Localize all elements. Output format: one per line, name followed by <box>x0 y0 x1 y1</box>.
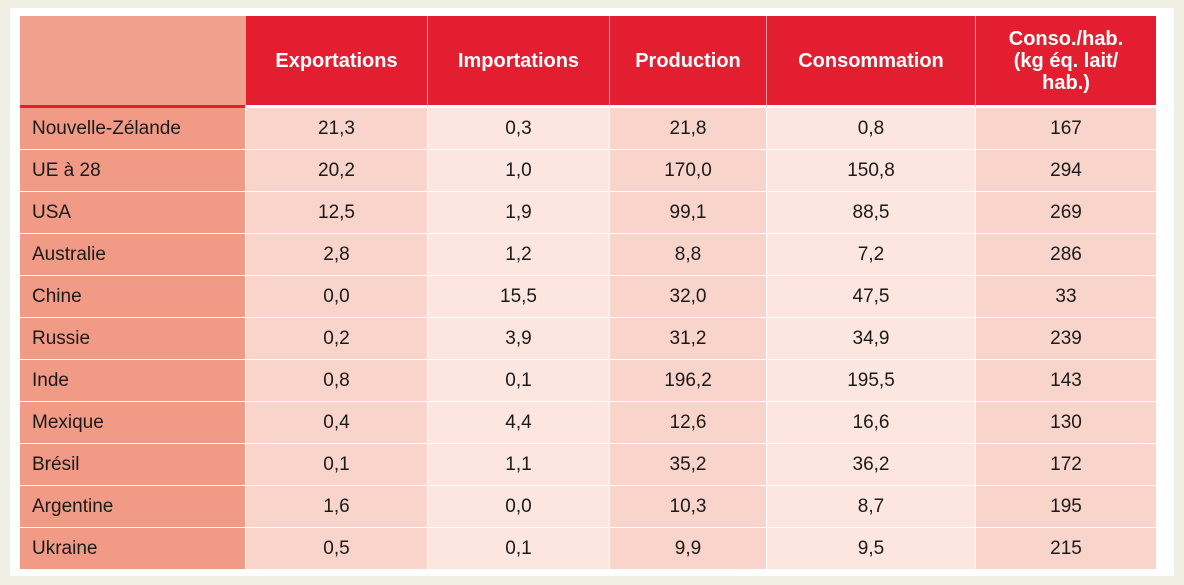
value-cell: 47,5 <box>766 276 975 318</box>
header-consommation: Consommation <box>766 16 975 108</box>
value-cell: 170,0 <box>609 150 766 192</box>
country-cell: Ukraine <box>20 528 245 570</box>
table-row: UE à 28 20,2 1,0 170,0 150,8 294 <box>20 150 1156 192</box>
value-cell: 167 <box>975 108 1156 150</box>
table-row: Argentine 1,6 0,0 10,3 8,7 195 <box>20 486 1156 528</box>
value-cell: 21,8 <box>609 108 766 150</box>
country-cell: USA <box>20 192 245 234</box>
value-cell: 12,6 <box>609 402 766 444</box>
header-production: Production <box>609 16 766 108</box>
value-cell: 15,5 <box>427 276 609 318</box>
value-cell: 9,9 <box>609 528 766 570</box>
table-row: Brésil 0,1 1,1 35,2 36,2 172 <box>20 444 1156 486</box>
value-cell: 0,4 <box>245 402 427 444</box>
value-cell: 0,2 <box>245 318 427 360</box>
value-cell: 0,1 <box>427 360 609 402</box>
value-cell: 286 <box>975 234 1156 276</box>
value-cell: 1,1 <box>427 444 609 486</box>
table-row: Nouvelle-Zélande 21,3 0,3 21,8 0,8 167 <box>20 108 1156 150</box>
value-cell: 130 <box>975 402 1156 444</box>
header-conso-hab-line-1: Conso./hab. <box>1008 27 1124 50</box>
value-cell: 20,2 <box>245 150 427 192</box>
value-cell: 33 <box>975 276 1156 318</box>
value-cell: 150,8 <box>766 150 975 192</box>
value-cell: 99,1 <box>609 192 766 234</box>
value-cell: 35,2 <box>609 444 766 486</box>
country-cell: Chine <box>20 276 245 318</box>
value-cell: 0,3 <box>427 108 609 150</box>
value-cell: 195 <box>975 486 1156 528</box>
value-cell: 34,9 <box>766 318 975 360</box>
value-cell: 21,3 <box>245 108 427 150</box>
header-conso-hab-line-2: (kg éq. lait/ <box>1013 49 1119 72</box>
table-row: Chine 0,0 15,5 32,0 47,5 33 <box>20 276 1156 318</box>
value-cell: 0,8 <box>766 108 975 150</box>
value-cell: 172 <box>975 444 1156 486</box>
dairy-trade-table: Exportations Importations Production Con… <box>20 16 1156 570</box>
value-cell: 12,5 <box>245 192 427 234</box>
value-cell: 0,1 <box>245 444 427 486</box>
value-cell: 0,0 <box>245 276 427 318</box>
value-cell: 2,8 <box>245 234 427 276</box>
value-cell: 0,5 <box>245 528 427 570</box>
country-cell: Australie <box>20 234 245 276</box>
country-cell: Inde <box>20 360 245 402</box>
value-cell: 195,5 <box>766 360 975 402</box>
value-cell: 9,5 <box>766 528 975 570</box>
header-corner-cell <box>20 16 245 108</box>
header-exportations: Exportations <box>245 16 427 108</box>
country-cell: Nouvelle-Zélande <box>20 108 245 150</box>
value-cell: 8,7 <box>766 486 975 528</box>
value-cell: 0,1 <box>427 528 609 570</box>
country-cell: Mexique <box>20 402 245 444</box>
value-cell: 215 <box>975 528 1156 570</box>
country-cell: Argentine <box>20 486 245 528</box>
table-row: Mexique 0,4 4,4 12,6 16,6 130 <box>20 402 1156 444</box>
value-cell: 239 <box>975 318 1156 360</box>
value-cell: 10,3 <box>609 486 766 528</box>
value-cell: 196,2 <box>609 360 766 402</box>
value-cell: 143 <box>975 360 1156 402</box>
header-conso-hab: Conso./hab. (kg éq. lait/ hab.) <box>975 16 1156 108</box>
value-cell: 31,2 <box>609 318 766 360</box>
value-cell: 32,0 <box>609 276 766 318</box>
value-cell: 36,2 <box>766 444 975 486</box>
value-cell: 294 <box>975 150 1156 192</box>
value-cell: 1,6 <box>245 486 427 528</box>
header-row: Exportations Importations Production Con… <box>20 16 1156 108</box>
table-row: Inde 0,8 0,1 196,2 195,5 143 <box>20 360 1156 402</box>
table-row: Ukraine 0,5 0,1 9,9 9,5 215 <box>20 528 1156 570</box>
value-cell: 8,8 <box>609 234 766 276</box>
value-cell: 269 <box>975 192 1156 234</box>
country-cell: Russie <box>20 318 245 360</box>
value-cell: 0,8 <box>245 360 427 402</box>
country-cell: Brésil <box>20 444 245 486</box>
table-row: Australie 2,8 1,2 8,8 7,2 286 <box>20 234 1156 276</box>
value-cell: 16,6 <box>766 402 975 444</box>
value-cell: 7,2 <box>766 234 975 276</box>
value-cell: 1,9 <box>427 192 609 234</box>
value-cell: 0,0 <box>427 486 609 528</box>
value-cell: 1,0 <box>427 150 609 192</box>
value-cell: 4,4 <box>427 402 609 444</box>
value-cell: 1,2 <box>427 234 609 276</box>
table-frame: Exportations Importations Production Con… <box>10 8 1174 576</box>
header-importations: Importations <box>427 16 609 108</box>
value-cell: 88,5 <box>766 192 975 234</box>
table-row: USA 12,5 1,9 99,1 88,5 269 <box>20 192 1156 234</box>
value-cell: 3,9 <box>427 318 609 360</box>
header-conso-hab-line-3: hab.) <box>1042 71 1090 94</box>
table-body: Nouvelle-Zélande 21,3 0,3 21,8 0,8 167 UE à 28… <box>20 108 1156 570</box>
table-row: Russie 0,2 3,9 31,2 34,9 239 <box>20 318 1156 360</box>
country-cell: UE à 28 <box>20 150 245 192</box>
